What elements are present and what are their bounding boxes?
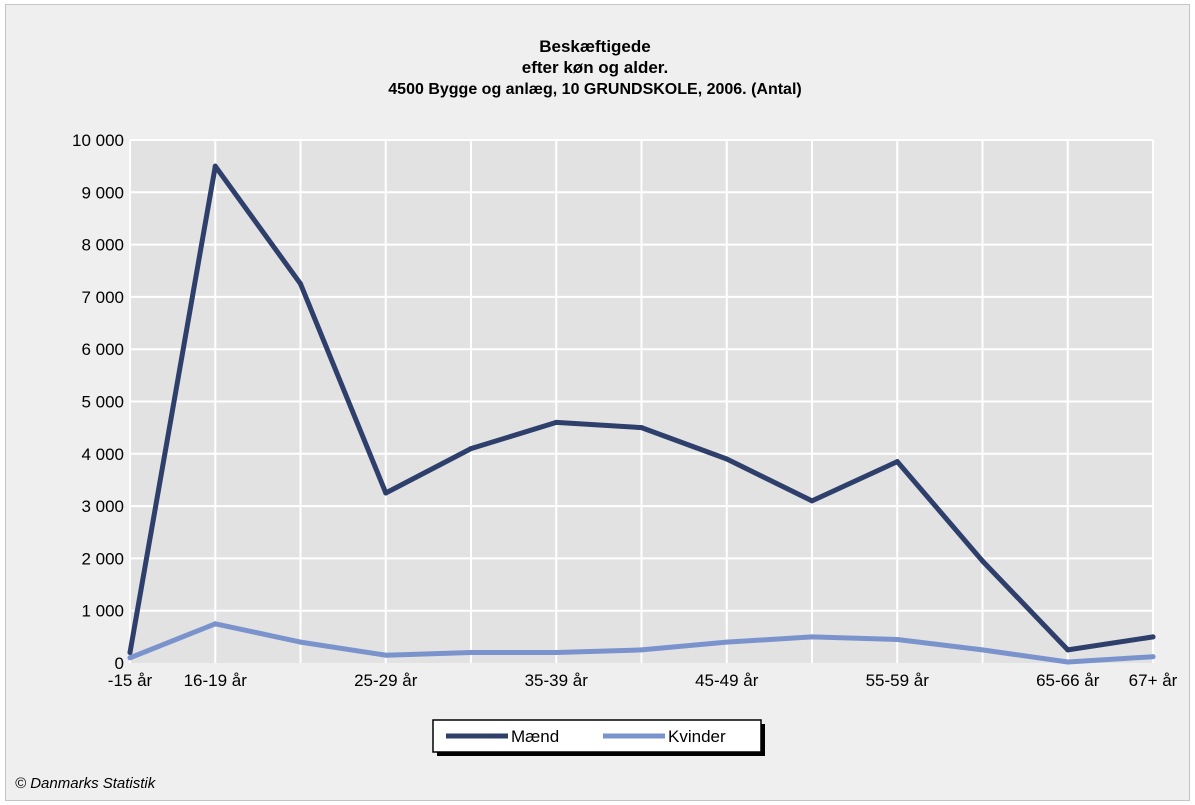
series-point-1 <box>639 647 644 653</box>
chart-title-line: 4500 Bygge og anlæg, 10 GRUNDSKOLE, 2006… <box>388 81 801 98</box>
x-tick-label: 45-49 år <box>695 671 759 690</box>
series-point-1 <box>298 639 303 645</box>
series-point-0 <box>1065 647 1071 653</box>
chart-title-line: Beskæftigede <box>539 37 650 56</box>
series-point-0 <box>553 419 559 425</box>
y-tick-label: 10 000 <box>72 131 124 150</box>
legend-label-1: Kvinder <box>668 727 726 746</box>
y-tick-label: 1 000 <box>81 602 124 621</box>
legend-label-0: Mænd <box>511 727 559 746</box>
y-tick-label: 5 000 <box>81 393 124 412</box>
series-point-0 <box>468 446 474 452</box>
y-tick-label: 2 000 <box>81 549 124 568</box>
y-tick-label: 4 000 <box>81 445 124 464</box>
series-point-1 <box>383 652 389 658</box>
x-tick-label: 67+ år <box>1129 671 1178 690</box>
series-point-1 <box>1065 659 1071 665</box>
x-tick-label: 55-59 år <box>866 671 930 690</box>
y-tick-label: 6 000 <box>81 340 124 359</box>
series-point-1 <box>553 650 559 656</box>
series-point-1 <box>127 655 133 661</box>
series-point-0 <box>724 456 730 462</box>
series-point-0 <box>383 490 389 496</box>
series-point-1 <box>468 650 474 656</box>
series-point-1 <box>809 634 815 640</box>
series-point-0 <box>809 498 815 504</box>
x-tick-label: -15 år <box>108 671 153 690</box>
series-point-0 <box>298 281 303 287</box>
x-tick-label: 65-66 år <box>1036 671 1100 690</box>
series-point-1 <box>1150 654 1156 660</box>
series-point-0 <box>127 650 133 656</box>
series-point-0 <box>1150 634 1156 640</box>
series-point-1 <box>212 621 218 627</box>
series-point-1 <box>894 636 900 642</box>
x-tick-label: 16-19 år <box>184 671 248 690</box>
series-point-0 <box>639 425 644 431</box>
y-tick-label: 7 000 <box>81 288 124 307</box>
x-tick-label: 25-29 år <box>354 671 418 690</box>
y-tick-label: 3 000 <box>81 497 124 516</box>
series-point-0 <box>212 163 218 169</box>
credit-text: © Danmarks Statistik <box>15 775 157 792</box>
y-tick-label: 8 000 <box>81 236 124 255</box>
series-point-0 <box>894 459 900 465</box>
x-tick-label: 35-39 år <box>525 671 589 690</box>
chart-title-line: efter køn og alder. <box>522 58 668 77</box>
series-point-1 <box>724 639 730 645</box>
series-point-1 <box>980 647 985 653</box>
y-tick-label: 9 000 <box>81 183 124 202</box>
series-point-0 <box>980 558 985 564</box>
y-tick-label: 0 <box>115 654 124 673</box>
